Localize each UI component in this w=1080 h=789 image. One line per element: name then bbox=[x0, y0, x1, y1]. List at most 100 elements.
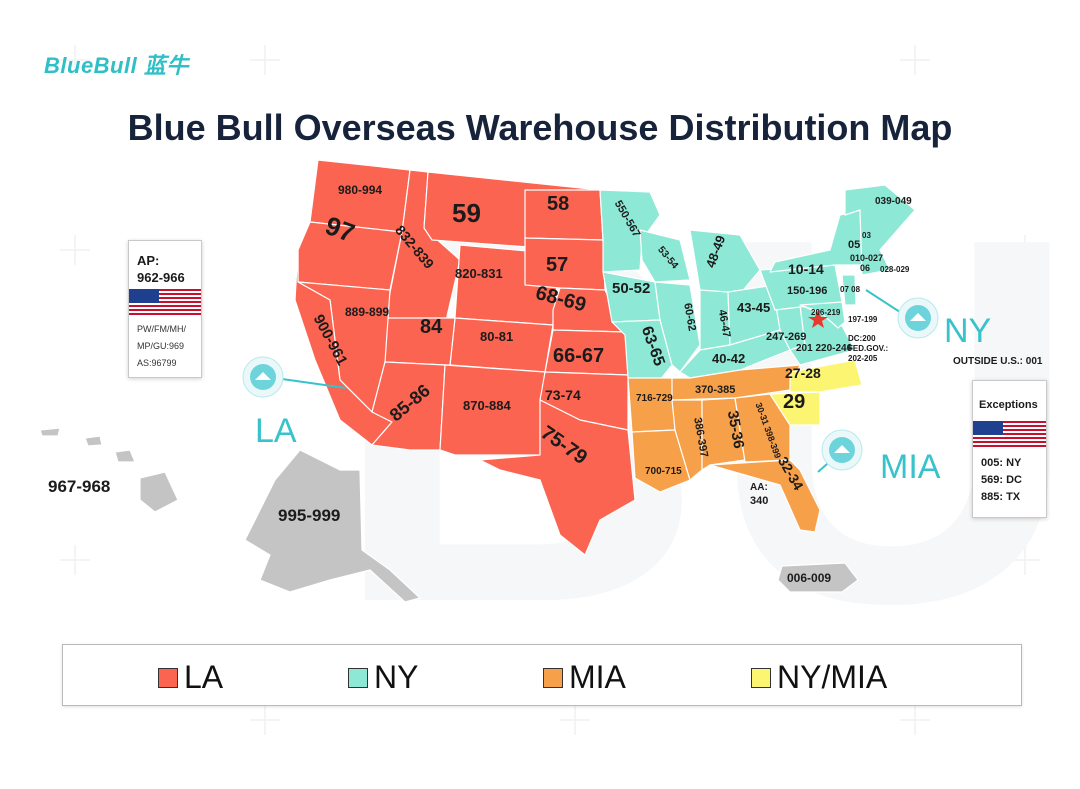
zip-ky: 40-42 bbox=[712, 351, 745, 366]
state-mn bbox=[599, 189, 661, 273]
page-title: Blue Bull Overseas Warehouse Distributio… bbox=[127, 107, 953, 148]
dc-line2: FED.GOV.: bbox=[848, 344, 888, 353]
exception-item: 885: TX bbox=[981, 491, 1021, 503]
dc-line1: DC:200 bbox=[848, 334, 876, 343]
zip-nc: 27-28 bbox=[785, 365, 821, 381]
legend-label: LA bbox=[184, 659, 224, 695]
zip-nv: 889-899 bbox=[345, 305, 389, 319]
zip-va: 201 220-246 bbox=[796, 343, 853, 354]
state-wi bbox=[639, 229, 691, 283]
zip-pa: 150-196 bbox=[787, 285, 827, 297]
state-ar bbox=[627, 377, 676, 433]
zip-ny: 10-14 bbox=[788, 261, 824, 277]
state-nm bbox=[439, 364, 546, 456]
state-nj bbox=[841, 274, 857, 306]
zip-in: 46-47 bbox=[716, 309, 733, 339]
exception-item: 005: NY bbox=[981, 457, 1022, 469]
state-md bbox=[799, 301, 846, 329]
legend-label: MIA bbox=[569, 659, 626, 695]
la-connector bbox=[281, 378, 347, 389]
zip-ri: 028-029 bbox=[880, 265, 910, 274]
zip-ks: 66-67 bbox=[553, 345, 604, 367]
zip-mt: 59 bbox=[452, 198, 481, 228]
zip-me: 039-049 bbox=[875, 196, 912, 207]
zip-ma: 010-027 bbox=[850, 253, 883, 263]
zip-md: 206-219 bbox=[811, 308, 841, 317]
state-ak bbox=[244, 449, 421, 603]
exceptions-card: Exceptions 005: NY 569: DC 885: TX bbox=[972, 380, 1047, 518]
zip-de: 197-199 bbox=[848, 315, 878, 324]
ap-title: AP: bbox=[137, 253, 160, 268]
ap-line-3: AS:96799 bbox=[137, 358, 177, 368]
legend-item-la: LA bbox=[158, 659, 223, 696]
dc-line3: 202-205 bbox=[848, 354, 878, 363]
hub-label-la: LA bbox=[255, 412, 297, 450]
state-nc bbox=[789, 359, 863, 393]
us-flag-icon bbox=[129, 289, 201, 315]
zip-pr: 006-009 bbox=[787, 571, 831, 585]
state-fl bbox=[709, 459, 821, 533]
zip-sd: 57 bbox=[546, 254, 568, 276]
legend-swatch bbox=[543, 667, 563, 688]
state-ne-new-england bbox=[844, 184, 916, 276]
zip-la: 700-715 bbox=[645, 466, 682, 477]
legend-label: NY/MIA bbox=[777, 659, 888, 695]
dc-star-icon bbox=[808, 310, 828, 328]
state-ms bbox=[671, 399, 703, 481]
legend: LA NY MIA NY/MIA bbox=[62, 644, 1022, 706]
legend-item-ny-mia: NY/MIA bbox=[751, 659, 887, 696]
ny-connector bbox=[865, 289, 901, 313]
state-sc bbox=[769, 391, 821, 426]
state-hi bbox=[39, 427, 179, 513]
hub-label-mia: MIA bbox=[880, 448, 941, 486]
brand-logo: BlueBull 蓝牛 bbox=[44, 53, 189, 78]
legend-swatch bbox=[348, 667, 368, 688]
legend-swatch bbox=[158, 667, 178, 688]
legend-label: NY bbox=[374, 659, 419, 695]
outside-us-label: OUTSIDE U.S.: 001 bbox=[953, 356, 1043, 367]
exceptions-title: Exceptions bbox=[979, 399, 1038, 411]
zip-ut: 84 bbox=[420, 316, 443, 338]
zip-ia: 50-52 bbox=[612, 280, 650, 297]
zip-oh: 43-45 bbox=[737, 300, 770, 315]
zip-hi: 967-968 bbox=[48, 477, 110, 496]
state-ga bbox=[734, 393, 791, 463]
zip-co: 80-81 bbox=[480, 329, 513, 344]
legend-item-mia: MIA bbox=[543, 659, 626, 696]
aa-value: 340 bbox=[750, 495, 768, 507]
zip-tn: 370-385 bbox=[695, 384, 735, 396]
us-flag-icon bbox=[973, 421, 1046, 447]
zip-ar: 716-729 bbox=[636, 393, 673, 404]
zip-al: 35-36 bbox=[724, 409, 747, 450]
zip-ok: 73-74 bbox=[545, 387, 581, 403]
zip-nj: 07 08 bbox=[840, 285, 861, 294]
state-co bbox=[449, 317, 554, 373]
zip-wy: 820-831 bbox=[455, 266, 503, 281]
zip-ak: 995-999 bbox=[278, 506, 340, 525]
mia-hub-icon bbox=[821, 429, 863, 471]
ap-card: AP: 962-966 PW/FM/MH/ MP/GU:969 AS:96799 bbox=[128, 240, 202, 378]
ap-range: 962-966 bbox=[137, 270, 185, 285]
zip-nm: 870-884 bbox=[463, 398, 511, 413]
zip-nh: 03 bbox=[862, 231, 871, 240]
zip-ct: 06 bbox=[860, 263, 870, 273]
state-tx bbox=[479, 399, 636, 556]
zip-vt: 05 bbox=[848, 239, 860, 251]
zip-sc: 29 bbox=[783, 391, 805, 413]
zip-il: 60-62 bbox=[681, 302, 698, 332]
legend-swatch bbox=[751, 667, 771, 688]
state-mi bbox=[689, 229, 761, 301]
zip-wv: 247-269 bbox=[766, 331, 806, 343]
legend-item-ny: NY bbox=[348, 659, 418, 696]
hub-label-ny: NY bbox=[944, 312, 992, 350]
la-hub-icon bbox=[242, 356, 284, 398]
exception-item: 569: DC bbox=[981, 474, 1022, 486]
ny-hub-icon bbox=[897, 297, 939, 339]
aa-label: AA: bbox=[750, 482, 768, 493]
ap-line-2: MP/GU:969 bbox=[137, 341, 185, 351]
territory-pr bbox=[777, 562, 859, 593]
zip-nd: 58 bbox=[547, 193, 569, 215]
zip-wa: 980-994 bbox=[338, 183, 382, 197]
ap-line-1: PW/FM/MH/ bbox=[137, 324, 186, 334]
